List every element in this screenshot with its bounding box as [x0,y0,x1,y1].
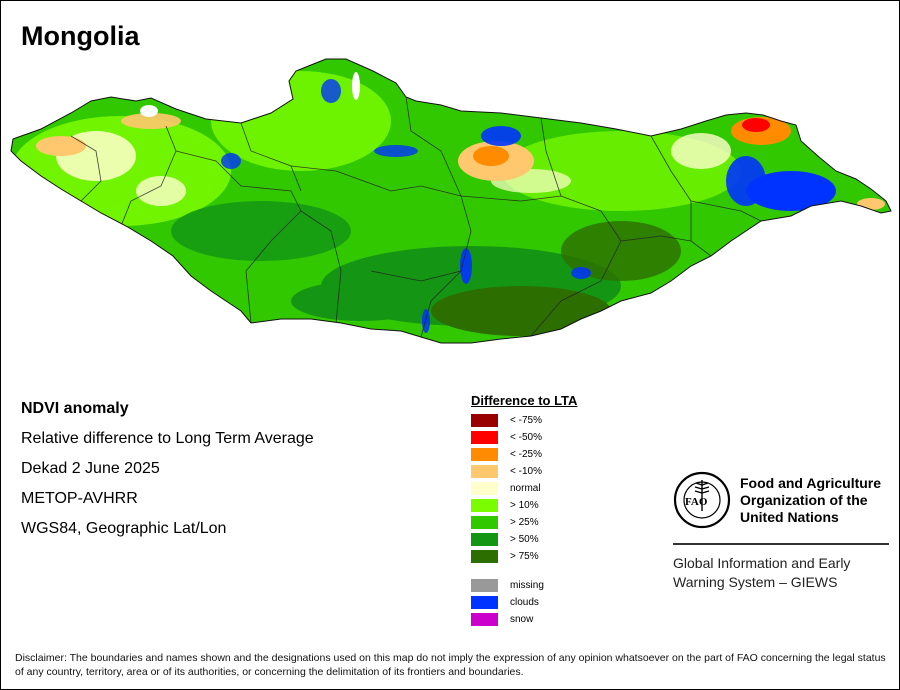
giews-name: Global Information and Early Warning Sys… [673,554,889,592]
legend-swatch [471,414,498,427]
legend-swatch [471,448,498,461]
info-projection: WGS84, Geographic Lat/Lon [21,520,227,537]
info-sensor: METOP-AVHRR [21,490,138,507]
legend-item: > 50% [471,531,631,548]
map-info: NDVI anomaly Relative difference to Long… [21,399,314,549]
legend-item: clouds [471,594,631,611]
legend-item: < -75% [471,412,631,429]
legend-swatch [471,431,498,444]
legend-swatch [471,482,498,495]
legend-extra-items: missing clouds snow [471,577,631,628]
legend-swatch [471,579,498,592]
legend-label: clouds [510,597,539,608]
info-period: Dekad 2 June 2025 [21,460,160,477]
legend-label: missing [510,580,544,591]
divider [673,543,889,545]
mongolia-map [10,58,892,344]
legend-swatch [471,613,498,626]
legend-item: < -10% [471,463,631,480]
legend-label: < -10% [510,466,542,477]
info-description: Relative difference to Long Term Average [21,430,314,447]
fao-name-line1: Food and Agriculture [740,475,882,491]
legend-label: snow [510,614,534,625]
map-title: Mongolia [21,21,140,51]
legend-item: < -50% [471,429,631,446]
legend-title: Difference to LTA [471,393,578,408]
info-product: NDVI anomaly [21,400,129,417]
legend-label: > 75% [510,551,539,562]
legend-label: > 50% [510,534,539,545]
giews-line1: Global Information and Early [673,555,851,571]
disclaimer: Disclaimer: The boundaries and names sho… [15,652,886,678]
fao-logo-icon: FAO [673,471,731,529]
fao-logo-letter-f: FAO [685,496,708,508]
legend-swatch [471,499,498,512]
legend-item: > 75% [471,548,631,565]
legend-swatch [471,596,498,609]
legend-label: < -75% [510,415,542,426]
giews-line2: Warning System – GIEWS [673,574,838,590]
legend-item: snow [471,611,631,628]
legend-item: > 25% [471,514,631,531]
legend-label: > 10% [510,500,539,511]
legend-label: < -50% [510,432,542,443]
legend-swatch [471,533,498,546]
legend: Difference to LTA < -75% < -50% < -25% <… [471,393,631,628]
ndvi-raster [11,59,891,343]
fao-name: Food and Agriculture Organization of the… [740,475,900,526]
legend-label: normal [510,483,541,494]
legend-item: < -25% [471,446,631,463]
legend-label: > 25% [510,517,539,528]
legend-label: < -25% [510,449,542,460]
legend-item: missing [471,577,631,594]
legend-swatch [471,550,498,563]
fao-name-line3: United Nations [740,509,839,525]
legend-item: normal [471,480,631,497]
legend-swatch [471,465,498,478]
legend-items: < -75% < -50% < -25% < -10% normal > 10%… [471,412,631,565]
fao-name-line2: Organization of the [740,492,868,508]
legend-item: > 10% [471,497,631,514]
legend-swatch [471,516,498,529]
